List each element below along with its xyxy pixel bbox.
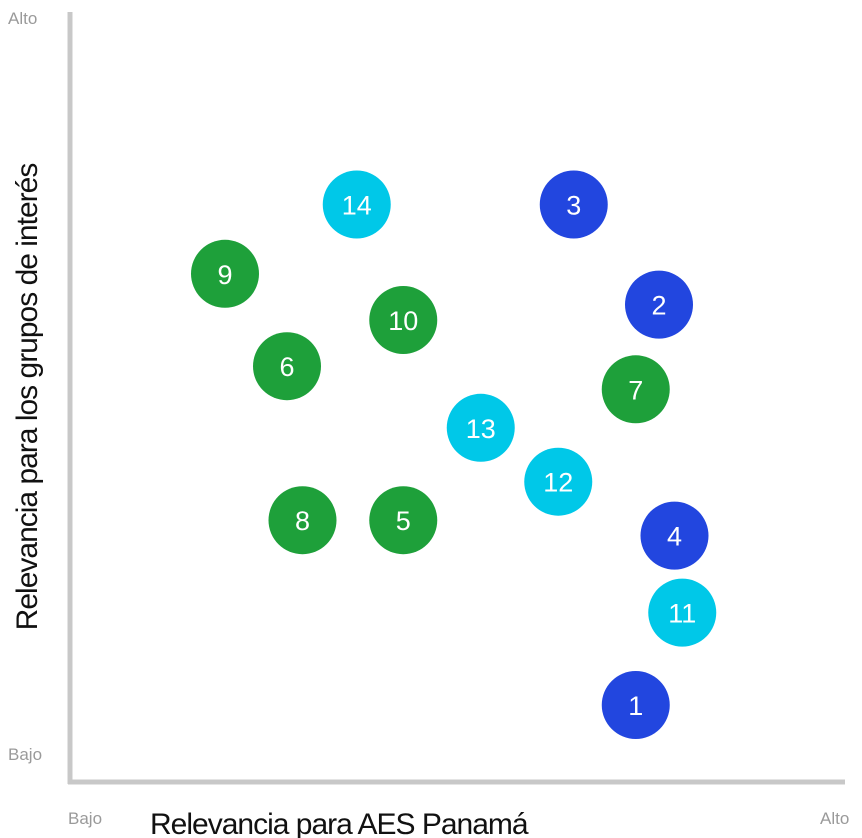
bubble-6: 6 [253,332,321,401]
bubble-label: 12 [543,468,573,498]
bubble-circle [369,486,438,555]
bubble-label: 10 [388,306,418,336]
bubble-circle [446,393,515,462]
bubble-label: 4 [667,522,682,552]
bubble-1: 1 [601,671,670,739]
bubble-label: 2 [651,291,666,321]
bubble-14: 14 [322,170,391,239]
bubble-10: 10 [369,286,438,354]
x-tick-high: Alto [820,809,849,828]
bubble-12: 12 [524,447,593,516]
bubble-3: 3 [539,170,608,239]
bubble-label: 9 [217,260,232,290]
bubble-circle [601,671,670,739]
bubble-8: 8 [268,486,337,555]
x-tick-low: Bajo [68,809,102,828]
bubble-circle [191,239,259,308]
bubble-label: 14 [342,191,372,221]
bubble-circle [268,486,337,555]
bubble-circle [253,332,321,401]
bubble-label: 6 [279,352,294,382]
bubble-13: 13 [446,393,515,462]
bubble-7: 7 [601,355,670,424]
bubble-circle [601,355,670,424]
x-axis-title: Relevancia para AES Panamá [150,808,529,838]
bubble-label: 1 [628,691,643,721]
bubble-circle [640,501,709,570]
bubble-label: 8 [295,506,310,536]
y-tick-low: Bajo [8,745,42,764]
bubble-circle [322,170,391,239]
bubble-circle [648,578,717,647]
bubble-4: 4 [640,501,709,570]
bubble-label: 7 [628,375,643,405]
bubble-label: 13 [466,414,496,444]
y-axis-title: Relevancia para los grupos de interés [11,164,44,631]
bubble-2: 2 [625,270,693,339]
bubble-label: 11 [668,599,696,629]
bubble-circle [524,447,593,516]
bubble-label: 5 [396,506,411,536]
bubble-11: 11 [648,578,717,647]
bubble-label: 3 [566,191,581,221]
bubble-circle [625,270,693,339]
bubble-9: 9 [191,239,259,308]
bubble-circle [539,170,608,239]
y-tick-high: Alto [8,9,37,28]
bubble-circle [369,286,438,354]
bubble-5: 5 [369,486,438,555]
